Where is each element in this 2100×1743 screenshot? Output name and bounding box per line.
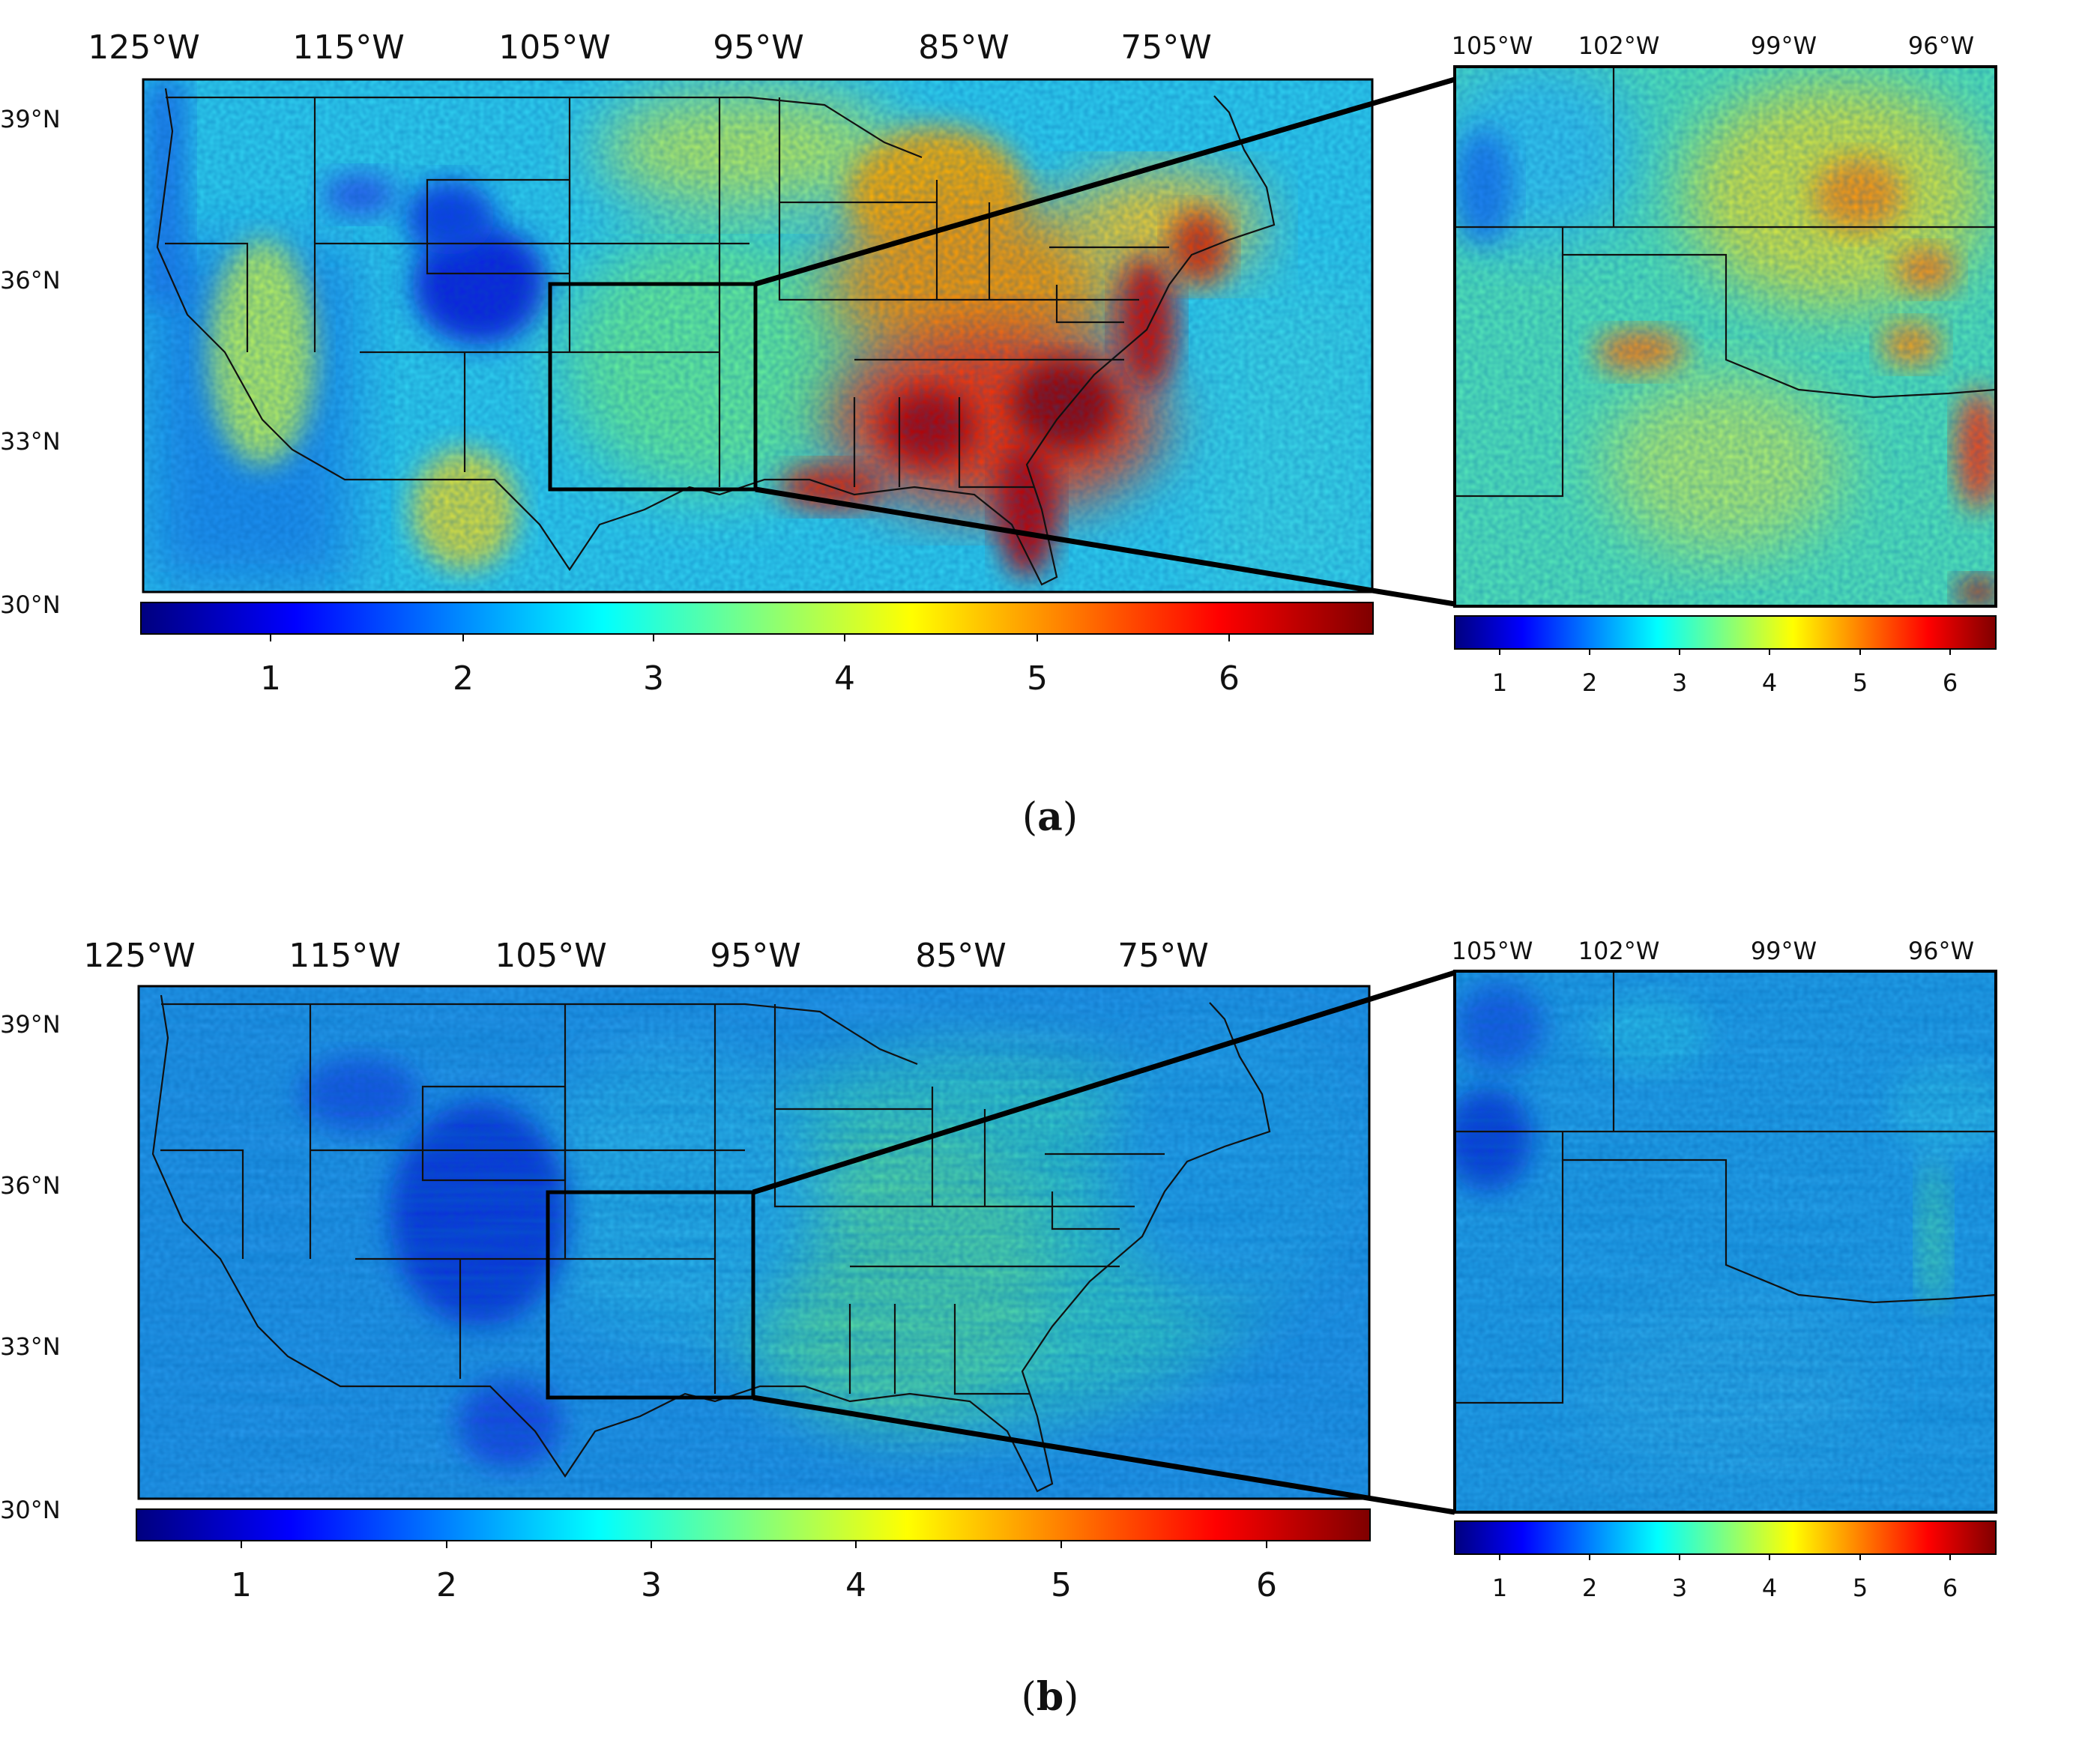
inset-lon-ticks-b: 105°W 102°W 99°W 96°W	[1452, 937, 1975, 965]
lon-tick-label: 105°W	[495, 937, 607, 975]
colorbar-tick-label: 2	[436, 1566, 457, 1604]
inset-colorbar-tick-label: 1	[1492, 668, 1507, 697]
inset-colorbar-a	[1454, 615, 1997, 650]
zoom-connector-bottom-a	[755, 486, 1455, 607]
inset-lat-tick-label: 36°N	[0, 1171, 61, 1200]
inset-map-frame-a	[1453, 65, 1997, 608]
inset-lon-ticks-a: 105°W 102°W 99°W 96°W	[1452, 31, 1975, 60]
lon-tick-label: 95°W	[710, 937, 801, 975]
main-colorbar-b	[136, 1508, 1371, 1541]
lon-tick-label: 85°W	[918, 28, 1010, 67]
colorbar-tick-label: 3	[643, 659, 664, 698]
inset-lat-tick-label: 36°N	[0, 266, 61, 294]
colorbar-tick-label: 1	[231, 1566, 252, 1604]
inset-lat-tick-label: 30°N	[0, 1496, 61, 1524]
inset-lon-tick-label: 102°W	[1578, 937, 1660, 965]
lon-tick-label: 75°W	[1120, 28, 1212, 67]
caption-b: (b)	[1022, 1674, 1079, 1720]
us-boundaries-b	[151, 994, 1271, 1493]
inset-lon-tick-label: 99°W	[1751, 937, 1817, 965]
lon-tick-label: 115°W	[289, 937, 401, 975]
lon-tick-label: 125°W	[88, 28, 200, 67]
colorbar-tick-label: 5	[1051, 1566, 1072, 1604]
zoom-connector-top-a	[755, 76, 1455, 287]
inset-colorbar-b	[1454, 1520, 1997, 1555]
inset-boundaries-a	[1455, 67, 1997, 498]
zoom-box-a	[548, 282, 758, 492]
inset-lat-ticks-b: 39°N 36°N 33°N 30°N	[0, 1010, 61, 1524]
inset-lat-tick-label: 39°N	[0, 105, 61, 133]
inset-lon-tick-label: 105°W	[1452, 31, 1533, 60]
main-map-frame-b	[137, 985, 1371, 1500]
inset-colorbar-tick-label: 5	[1853, 668, 1868, 697]
zoom-connector-bottom-b	[752, 1395, 1455, 1515]
inset-colorbar-tick-label: 3	[1672, 1574, 1687, 1602]
inset-lon-tick-label: 102°W	[1578, 31, 1660, 60]
colorbar-tick-label: 6	[1256, 1566, 1277, 1604]
inset-lat-ticks-a: 39°N 36°N 33°N 30°N	[0, 105, 61, 619]
inset-colorbar-tick-label: 4	[1762, 1574, 1777, 1602]
us-boundaries-a	[156, 88, 1276, 586]
inset-colorbar-tick-label: 6	[1943, 1574, 1958, 1602]
colorbar-tick-label: 4	[845, 1566, 866, 1604]
caption-a: (a)	[1022, 794, 1078, 840]
inset-lon-tick-label: 105°W	[1452, 937, 1533, 965]
colorbar-tick-label: 2	[453, 659, 474, 698]
inset-lat-tick-label: 30°N	[0, 590, 61, 619]
inset-colorbar-tick-label: 1	[1492, 1574, 1507, 1602]
inset-lon-tick-label: 96°W	[1908, 937, 1974, 965]
inset-lon-tick-label: 99°W	[1751, 31, 1817, 60]
inset-colorbar-tick-label: 2	[1582, 1574, 1597, 1602]
inset-lat-tick-label: 33°N	[0, 427, 61, 456]
inset-boundaries-b	[1455, 971, 1997, 1404]
inset-map-frame-b	[1453, 970, 1997, 1514]
main-map-field-b	[139, 986, 1369, 1499]
inset-colorbar-tick-label: 2	[1582, 668, 1597, 697]
colorbar-tick-label: 5	[1027, 659, 1048, 698]
colorbar-tick-label: 4	[834, 659, 855, 698]
inset-colorbar-tick-label: 5	[1853, 1574, 1868, 1602]
inset-map-field-a	[1455, 67, 1996, 606]
colorbar-tick-label: 3	[641, 1566, 662, 1604]
main-colorbar-a	[140, 602, 1374, 635]
inset-lat-tick-label: 39°N	[0, 1010, 61, 1039]
inset-colorbar-tick-label: 6	[1943, 668, 1958, 697]
colorbar-tick-label: 1	[260, 659, 281, 698]
main-map-frame-a	[142, 78, 1374, 593]
lon-tick-label: 125°W	[83, 937, 196, 975]
inset-colorbar-tick-label: 3	[1672, 668, 1687, 697]
main-lon-ticks-a: 125°W 115°W 105°W 95°W 85°W 75°W	[88, 28, 1212, 67]
inset-colorbar-ticks-a: 1 2 3 4 5 6	[1492, 649, 1958, 697]
zoom-box-b	[546, 1190, 755, 1400]
inset-lat-tick-label: 33°N	[0, 1332, 61, 1361]
lon-tick-label: 95°W	[713, 28, 804, 67]
zoom-connector-top-b	[752, 970, 1456, 1195]
inset-colorbar-ticks-b: 1 2 3 4 5 6	[1492, 1554, 1958, 1602]
main-colorbar-ticks-b: 1 2 3 4 5 6	[231, 1541, 1277, 1604]
colorbar-tick-label: 6	[1219, 659, 1240, 698]
main-colorbar-ticks-a: 1 2 3 4 5 6	[260, 634, 1240, 698]
main-lon-ticks-b: 125°W 115°W 105°W 95°W 85°W 75°W	[83, 937, 1209, 975]
lon-tick-label: 115°W	[292, 28, 405, 67]
lon-tick-label: 105°W	[498, 28, 611, 67]
inset-lon-tick-label: 96°W	[1908, 31, 1974, 60]
lon-tick-label: 75°W	[1117, 937, 1209, 975]
lon-tick-label: 85°W	[915, 937, 1007, 975]
inset-colorbar-tick-label: 4	[1762, 668, 1777, 697]
inset-map-field-b	[1455, 971, 1996, 1512]
